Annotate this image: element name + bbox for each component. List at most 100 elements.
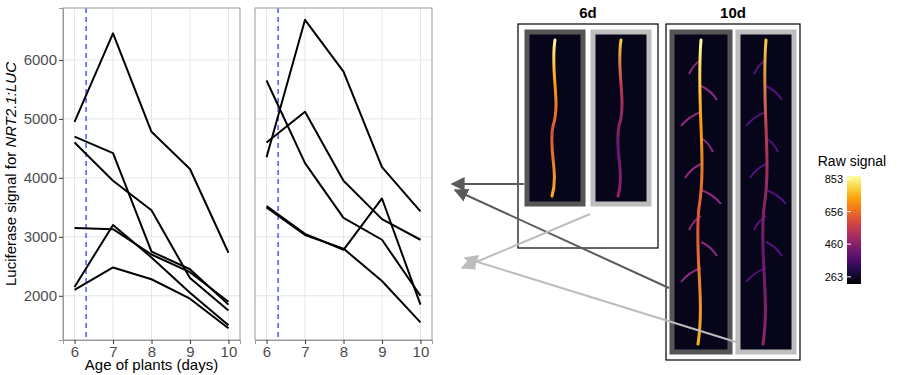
colorbar-tick — [847, 211, 851, 212]
x-tick: 6 — [71, 340, 79, 360]
grid-line-x — [113, 8, 114, 340]
x-tick-label: 10 — [413, 343, 430, 360]
x-axis: 6 7 8 9 10 — [256, 340, 433, 360]
lateral-root — [685, 164, 701, 178]
y-tick-mark — [59, 178, 63, 179]
lateral-root — [766, 86, 782, 100]
arrow — [462, 214, 590, 268]
grid-line-x — [228, 8, 229, 340]
panel-background — [63, 8, 240, 340]
x-tick-label: 6 — [263, 343, 271, 360]
x-tick: 9 — [378, 340, 386, 360]
y-tick: 3000 — [24, 228, 63, 245]
grid-line-x — [305, 8, 306, 340]
root-signal — [618, 40, 622, 196]
root-image — [672, 32, 730, 352]
x-tick: 10 — [413, 340, 430, 360]
colorbar-tick-label: 656 — [825, 206, 843, 218]
figure: 6 7 8 9 10 2000 3000 4000 5000 6000 Age of plants … — [0, 0, 910, 375]
y-tick-label: 3000 — [24, 228, 57, 245]
panel-1: 6 7 8 9 10 — [255, 8, 433, 360]
x-tick-label: 7 — [301, 343, 309, 360]
x-tick: 8 — [340, 340, 348, 360]
colorbar-tick-label: 263 — [825, 271, 843, 283]
colorbar-tick — [847, 178, 851, 179]
colorbar-tick-label: 460 — [825, 238, 843, 250]
arrow — [452, 183, 524, 185]
lateral-root — [701, 242, 717, 256]
x-tick-label: 10 — [221, 343, 238, 360]
image-group: 6d — [518, 4, 658, 248]
series-line — [267, 81, 421, 296]
y-tick-label: 6000 — [24, 51, 57, 68]
plot-marks — [267, 8, 421, 340]
lateral-root — [746, 112, 766, 126]
series-line — [75, 33, 229, 252]
reference-line — [85, 8, 86, 340]
arrow — [465, 258, 736, 342]
series-line — [75, 142, 229, 310]
colorbar-tick-label: 853 — [825, 173, 843, 185]
y-tick-mark — [59, 119, 63, 120]
grid-line-x — [189, 8, 190, 340]
lateral-root — [766, 242, 782, 256]
lateral-root — [750, 164, 766, 178]
lateral-root — [766, 190, 786, 204]
y-axis-line — [59, 9, 64, 341]
y-axis-title: Luciferase signal for NRT2.1:LUC — [2, 62, 19, 286]
root-image — [593, 32, 649, 204]
y-tick: 5000 — [24, 110, 63, 127]
y-tick: 6000 — [24, 51, 63, 68]
panel-frame — [63, 8, 240, 340]
y-tick-mark — [59, 296, 63, 297]
colorbar-tick — [847, 244, 851, 245]
root-image — [527, 32, 583, 204]
lateral-root — [681, 112, 701, 126]
y-tick-mark — [59, 237, 63, 238]
reference-line — [277, 8, 278, 340]
colorbar: Raw signal 853 656 460 263 — [818, 153, 886, 284]
panel-frame — [255, 8, 432, 340]
image-group-title: 6d — [579, 4, 597, 21]
lateral-root — [701, 190, 721, 204]
series-line — [267, 198, 421, 304]
x-tick-label: 9 — [378, 343, 386, 360]
grid — [63, 8, 240, 340]
series-line — [75, 267, 229, 328]
grid — [255, 8, 432, 340]
panel-background — [255, 8, 432, 340]
y-axis: 2000 3000 4000 5000 6000 — [24, 9, 64, 341]
image-group-title: 10d — [720, 4, 746, 21]
colorbar-tick — [847, 276, 851, 277]
colorbar-title: Raw signal — [818, 153, 886, 169]
grid-line-x — [420, 8, 421, 340]
y-tick-label: 5000 — [24, 110, 57, 127]
x-tick-label: 8 — [340, 343, 348, 360]
image-group: 10d — [666, 4, 800, 360]
y-tick-mark — [59, 60, 63, 61]
series-line — [267, 20, 421, 212]
root-signal — [552, 40, 556, 196]
panel-0: 67891020003000400050006000 — [24, 8, 241, 360]
image-group-box — [666, 24, 800, 360]
x-tick: 6 — [263, 340, 271, 360]
grid-line-x — [151, 8, 152, 340]
lateral-root — [701, 86, 717, 100]
y-tick-label: 2000 — [24, 287, 57, 304]
colorbar-scale — [847, 176, 861, 284]
root-signal — [698, 40, 702, 344]
series-line — [75, 228, 229, 302]
grid-line-x — [343, 8, 344, 340]
root-image — [738, 32, 794, 352]
series-line — [267, 207, 421, 322]
root-signal — [763, 40, 767, 344]
y-tick: 4000 — [24, 169, 63, 186]
x-tick: 7 — [301, 340, 309, 360]
y-tick: 2000 — [24, 287, 63, 304]
y-tick-label: 4000 — [24, 169, 57, 186]
arrow — [455, 190, 669, 288]
grid-line-x — [381, 8, 382, 340]
plot-marks — [75, 8, 229, 340]
x-axis-title: Age of plants (days) — [85, 356, 218, 373]
x-tick: 10 — [221, 340, 238, 360]
